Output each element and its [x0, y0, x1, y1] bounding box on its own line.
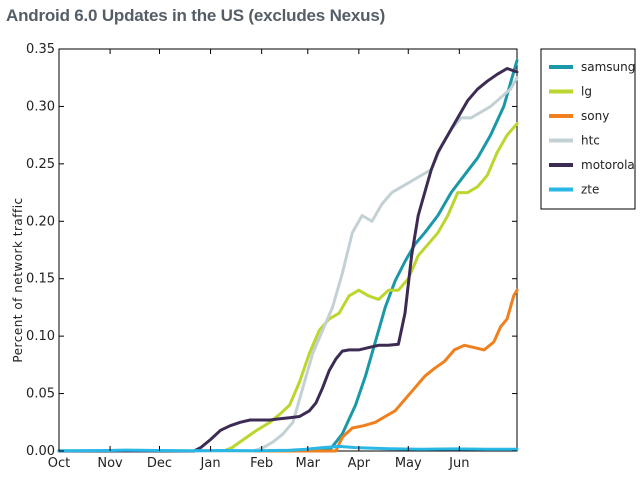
y-tick-label: 0.35 [26, 42, 55, 57]
x-tick-label: Oct [48, 456, 70, 471]
x-tick-label: Jan [200, 456, 221, 471]
y-tick-label: 0.10 [26, 329, 55, 344]
series-line-htc [57, 76, 519, 453]
x-tick-label: Jun [448, 456, 469, 471]
chart-title: Android 6.0 Updates in the US (excludes … [6, 6, 386, 25]
legend-label-zte: zte [581, 183, 599, 197]
y-axis-label: Percent of network traffic [11, 197, 25, 362]
x-tick-label: May [395, 456, 422, 471]
x-tick-label: Dec [147, 456, 172, 471]
series-line-zte [57, 444, 519, 453]
x-tick-label: Apr [348, 456, 371, 471]
x-tick-label: Mar [296, 456, 321, 471]
plot-frame [58, 48, 518, 452]
legend-label-lg: lg [581, 85, 592, 99]
legend-label-samsung: samsung [581, 60, 635, 74]
legend-label-htc: htc [581, 134, 600, 148]
series-line-samsung [57, 59, 519, 453]
y-tick-label: 0.20 [26, 214, 55, 229]
series-line-lg [57, 122, 519, 453]
series-line-sony [57, 288, 519, 453]
legend-label-motorola: motorola [581, 158, 635, 172]
x-tick-label: Feb [250, 456, 273, 471]
legend-box [540, 48, 636, 210]
legend-label-sony: sony [581, 109, 609, 123]
x-tick-label: Nov [97, 456, 123, 471]
y-tick-label: 0.30 [26, 99, 55, 114]
y-tick-label: 0.25 [26, 157, 55, 172]
y-tick-label: 0.05 [26, 387, 55, 402]
y-tick-label: 0.00 [26, 444, 55, 459]
series-line-motorola [57, 67, 519, 453]
y-tick-label: 0.15 [26, 272, 55, 287]
